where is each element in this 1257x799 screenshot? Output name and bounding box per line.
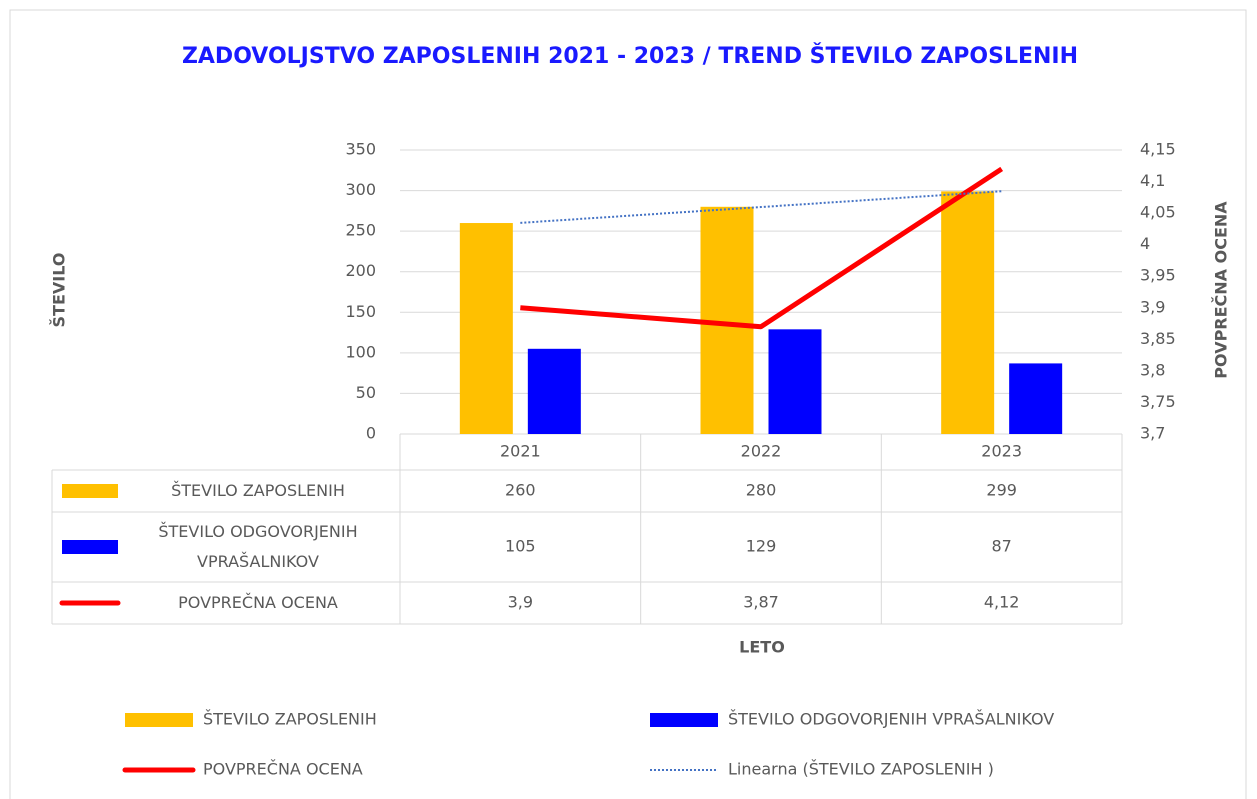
table-cell: 87 <box>991 537 1011 556</box>
bar <box>941 191 995 434</box>
table-legend-key <box>62 540 118 554</box>
bar <box>1009 363 1063 434</box>
table-cell: 3,9 <box>508 593 533 612</box>
line-series <box>520 166 1004 330</box>
y-tick-label: 50 <box>356 383 376 402</box>
table-cell: 4,12 <box>984 593 1020 612</box>
legend-label: ŠTEVILO ZAPOSLENIH <box>203 710 377 729</box>
bar <box>768 329 822 434</box>
y2-tick-label: 4,05 <box>1140 203 1176 222</box>
bar <box>459 223 513 434</box>
legend-key <box>125 713 193 727</box>
x-tick-label: 2021 <box>500 442 541 461</box>
y-axis-label: ŠTEVILO <box>50 253 69 328</box>
legend-key <box>650 713 718 727</box>
y-tick-label: 0 <box>366 424 376 443</box>
table-legend-key <box>62 484 118 498</box>
y2-tick-label: 4,1 <box>1140 171 1165 190</box>
y2-tick-label: 4,15 <box>1140 140 1176 159</box>
table-row-label: ŠTEVILO ZAPOSLENIH <box>171 481 345 500</box>
y2-tick-label: 3,85 <box>1140 329 1176 348</box>
trend-line <box>520 190 1002 224</box>
table-cell: 299 <box>986 481 1017 500</box>
table-cell: 260 <box>505 481 536 500</box>
y2-tick-label: 3,75 <box>1140 392 1176 411</box>
y2-tick-label: 3,7 <box>1140 424 1165 443</box>
table-cell: 129 <box>746 537 777 556</box>
x-axis-label: LETO <box>739 638 785 657</box>
table-cell: 280 <box>746 481 777 500</box>
y-tick-label: 150 <box>345 302 376 321</box>
table-cell: 3,87 <box>743 593 779 612</box>
y-tick-label: 100 <box>345 342 376 361</box>
table-row-label: POVPREČNA OCENA <box>178 593 338 612</box>
y2-tick-label: 4 <box>1140 234 1150 253</box>
legend-label: Linearna (ŠTEVILO ZAPOSLENIH ) <box>728 760 994 779</box>
y2-axis-label: POVPREČNA OCENA <box>1212 201 1231 379</box>
chart-border <box>9 9 1247 799</box>
chart-title: ZADOVOLJSTVO ZAPOSLENIH 2021 - 2023 / TR… <box>181 44 1079 69</box>
y-tick-label: 250 <box>345 221 376 240</box>
legend-label: POVPREČNA OCENA <box>203 760 363 779</box>
y-tick-label: 200 <box>345 261 376 280</box>
y-tick-label: 300 <box>345 180 376 199</box>
bar <box>527 348 581 434</box>
legend-label: ŠTEVILO ODGOVORJENIH VPRAŠALNIKOV <box>728 710 1054 729</box>
y2-tick-label: 3,8 <box>1140 360 1165 379</box>
x-tick-label: 2022 <box>741 442 782 461</box>
table-cell: 105 <box>505 537 536 556</box>
y-tick-label: 350 <box>345 140 376 159</box>
y2-tick-label: 3,9 <box>1140 297 1165 316</box>
y2-tick-label: 3,95 <box>1140 266 1176 285</box>
table-row-label: ŠTEVILO ODGOVORJENIH VPRAŠALNIKOV <box>158 522 358 571</box>
x-tick-label: 2023 <box>981 442 1022 461</box>
